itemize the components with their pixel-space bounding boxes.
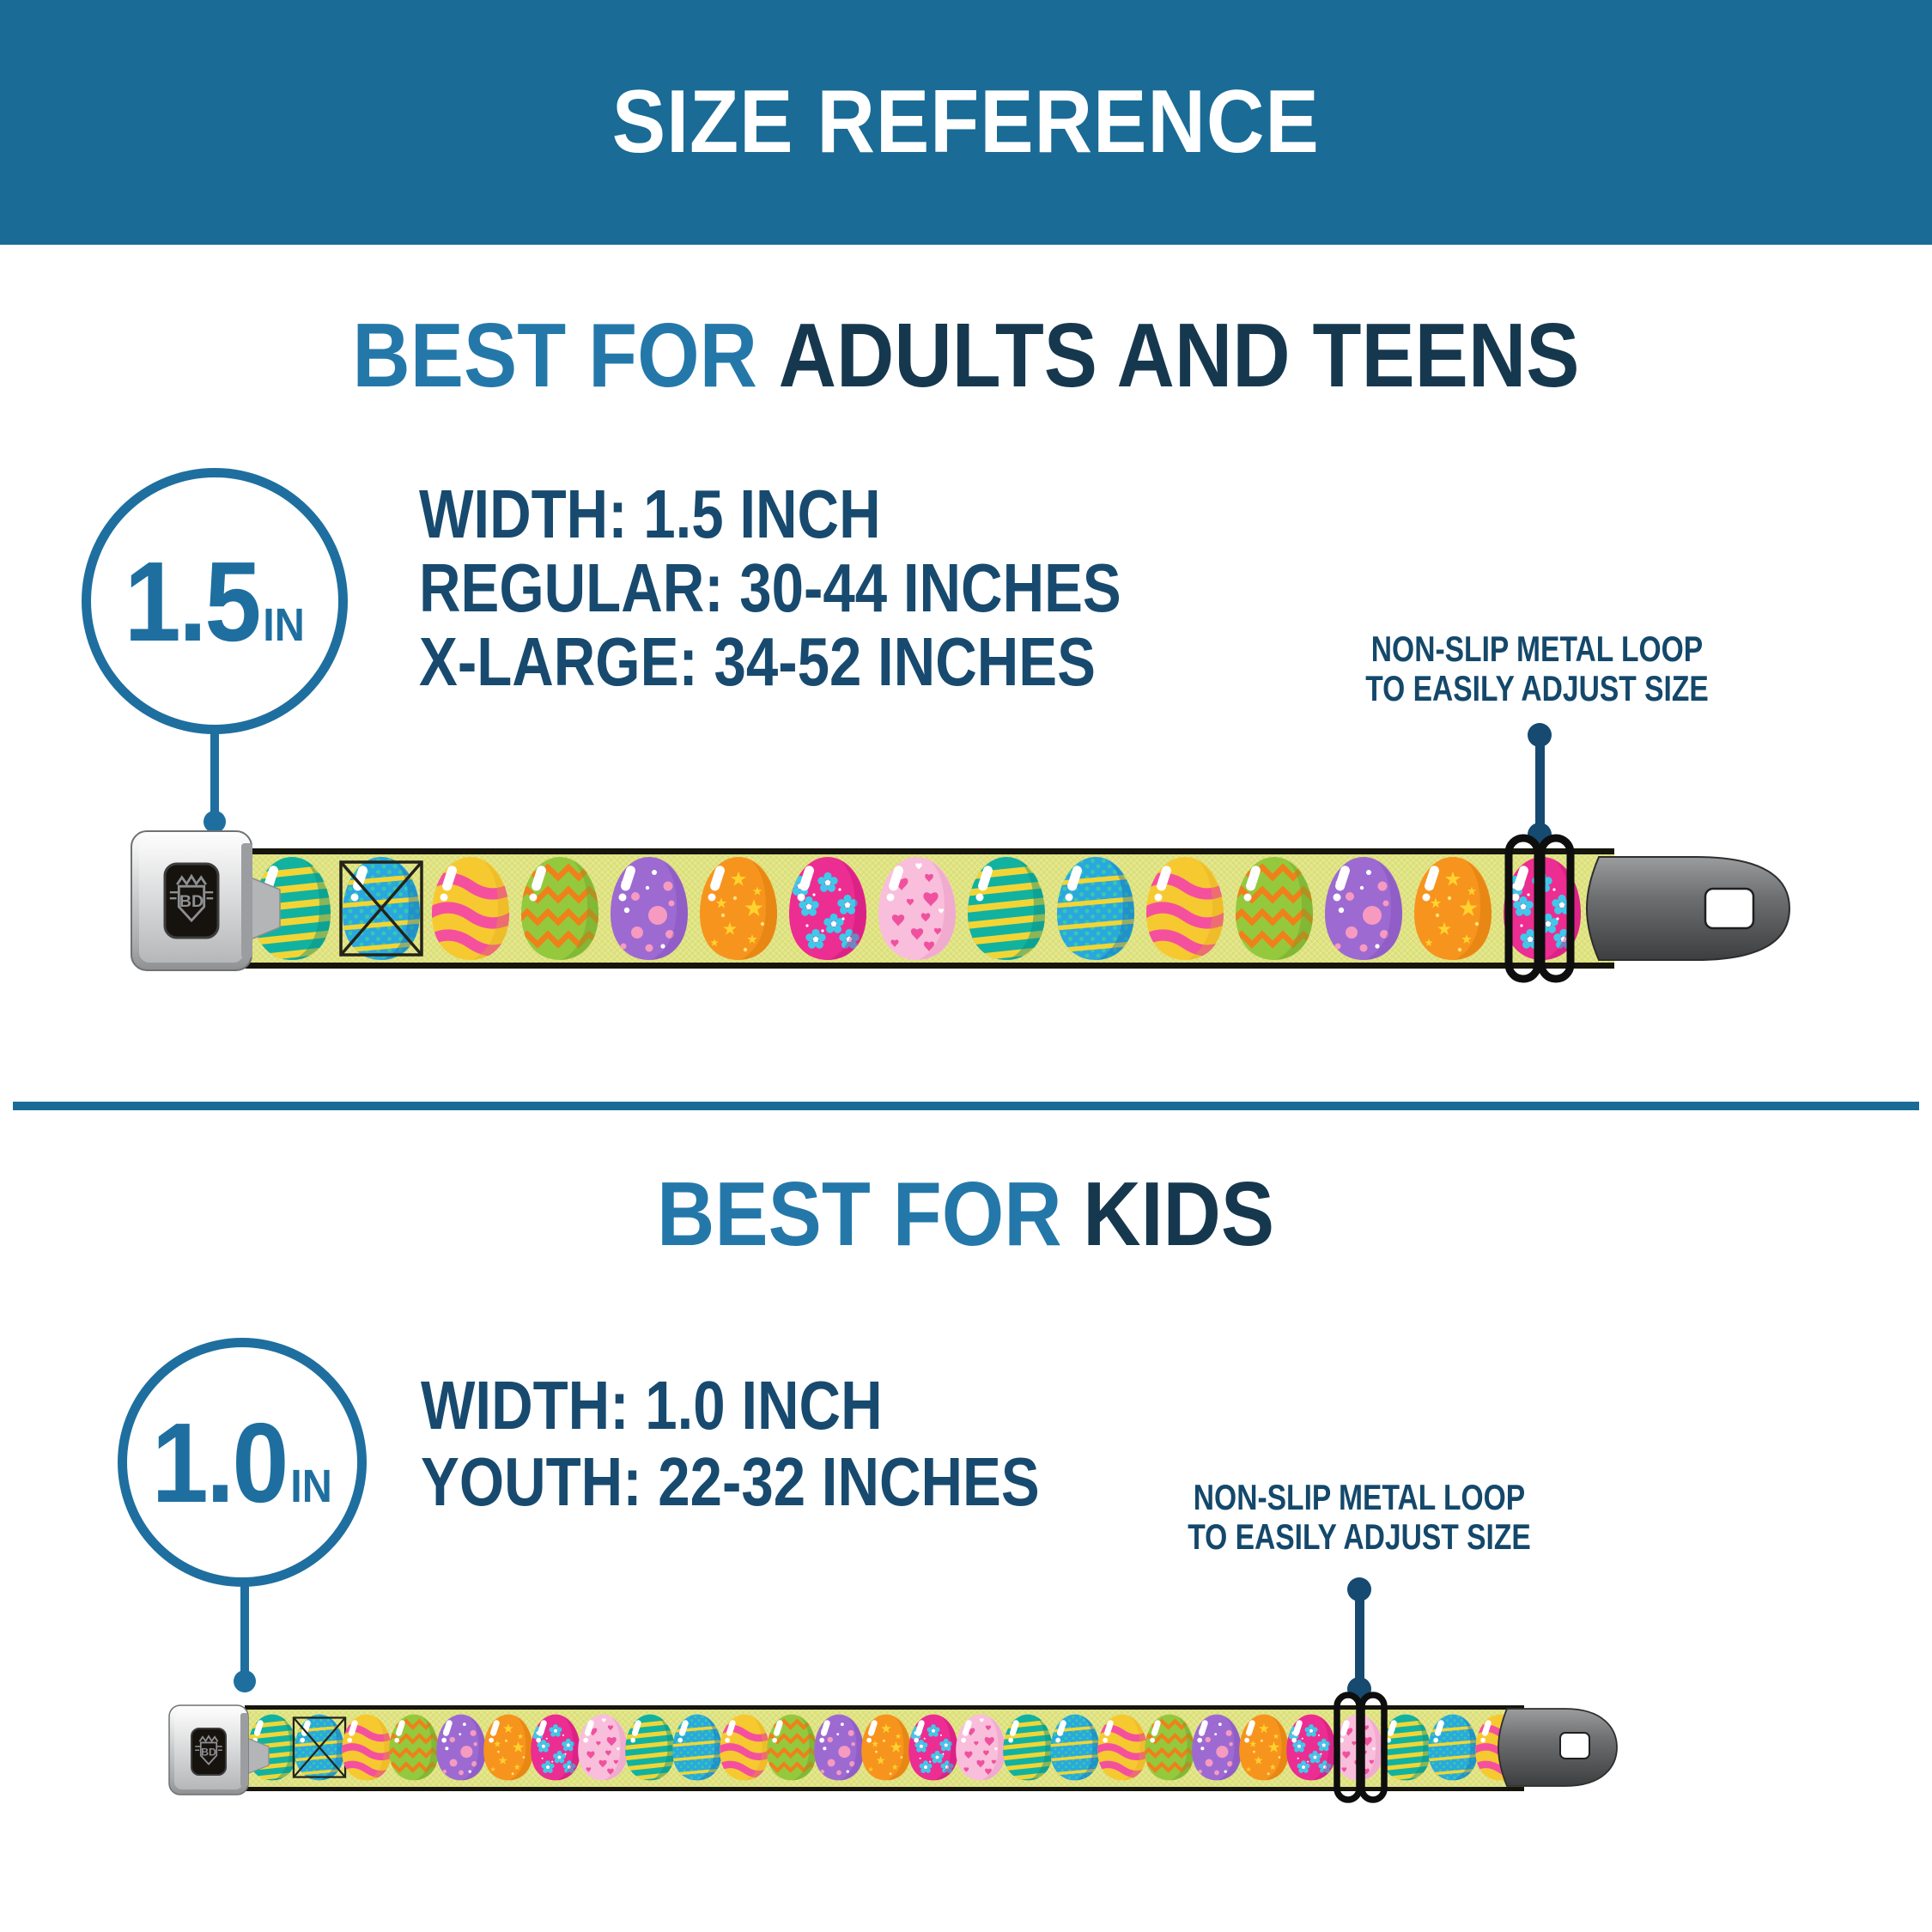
badge-value: 1.0 bbox=[151, 1399, 289, 1526]
badge-pointer-dot bbox=[234, 1670, 256, 1692]
kids-belt-image bbox=[168, 1692, 1618, 1803]
spec-list-adults: WIDTH: 1.5 INCH REGULAR: 30-44 INCHES X-… bbox=[419, 477, 1255, 699]
heading-best-for: BEST FOR bbox=[352, 305, 758, 406]
spec-youth: YOUTH: 22-32 INCHES bbox=[421, 1443, 1040, 1520]
callout-connector-dot-top bbox=[1528, 723, 1552, 747]
section-heading-kids: BEST FOR KIDS bbox=[0, 1166, 1932, 1262]
adult-belt-image bbox=[131, 830, 1791, 983]
spec-regular: REGULAR: 30-44 INCHES bbox=[419, 550, 1121, 626]
section-heading-adults: BEST FOR ADULTS AND TEENS bbox=[0, 307, 1932, 404]
badge-unit: IN bbox=[263, 598, 306, 651]
section-divider bbox=[13, 1102, 1919, 1110]
spec-width: WIDTH: 1.0 INCH bbox=[421, 1367, 883, 1443]
badge-pointer-line bbox=[240, 1583, 249, 1679]
non-slip-metal-loop bbox=[1334, 1692, 1388, 1803]
badge-value: 1.5 bbox=[124, 538, 262, 665]
seatbelt-buckle bbox=[131, 830, 252, 971]
spec-width: WIDTH: 1.5 INCH bbox=[419, 476, 881, 552]
seatbelt-buckle bbox=[168, 1704, 249, 1795]
spec-list-kids: WIDTH: 1.0 INCH YOUTH: 22-32 INCHES bbox=[421, 1367, 1157, 1520]
badge-pointer-dot bbox=[204, 811, 226, 833]
metal-loop-callout: NON-SLIP METAL LOOP TO EASILY ADJUST SIZ… bbox=[1262, 629, 1812, 708]
badge-pointer-line bbox=[210, 730, 219, 819]
callout-connector-line bbox=[1355, 1589, 1364, 1689]
badge-unit: IN bbox=[290, 1460, 333, 1512]
width-badge-1-5in: 1.5IN bbox=[82, 468, 348, 734]
callout-connector-dot-top bbox=[1347, 1577, 1371, 1601]
non-slip-metal-loop bbox=[1504, 834, 1575, 983]
callout-line-1: NON-SLIP METAL LOOP bbox=[1370, 629, 1704, 669]
heading-audience: ADULTS AND TEENS bbox=[778, 305, 1580, 406]
heading-best-for: BEST FOR bbox=[657, 1163, 1063, 1265]
header-banner: SIZE REFERENCE bbox=[0, 0, 1932, 245]
callout-line-1: NON-SLIP METAL LOOP bbox=[1193, 1477, 1526, 1517]
callout-line-2: TO EASILY ADJUST SIZE bbox=[1365, 668, 1709, 708]
page-title: SIZE REFERENCE bbox=[612, 72, 1320, 172]
callout-line-2: TO EASILY ADJUST SIZE bbox=[1188, 1516, 1531, 1557]
belt-tip-plate bbox=[1498, 1708, 1618, 1787]
width-badge-1-0in: 1.0IN bbox=[118, 1338, 367, 1587]
callout-connector-line bbox=[1535, 735, 1545, 835]
metal-loop-callout: NON-SLIP METAL LOOP TO EASILY ADJUST SIZ… bbox=[1084, 1478, 1634, 1557]
belt-tip-plate bbox=[1585, 856, 1791, 961]
spec-xlarge: X-LARGE: 34-52 INCHES bbox=[419, 623, 1096, 700]
heading-audience: KIDS bbox=[1083, 1163, 1275, 1265]
